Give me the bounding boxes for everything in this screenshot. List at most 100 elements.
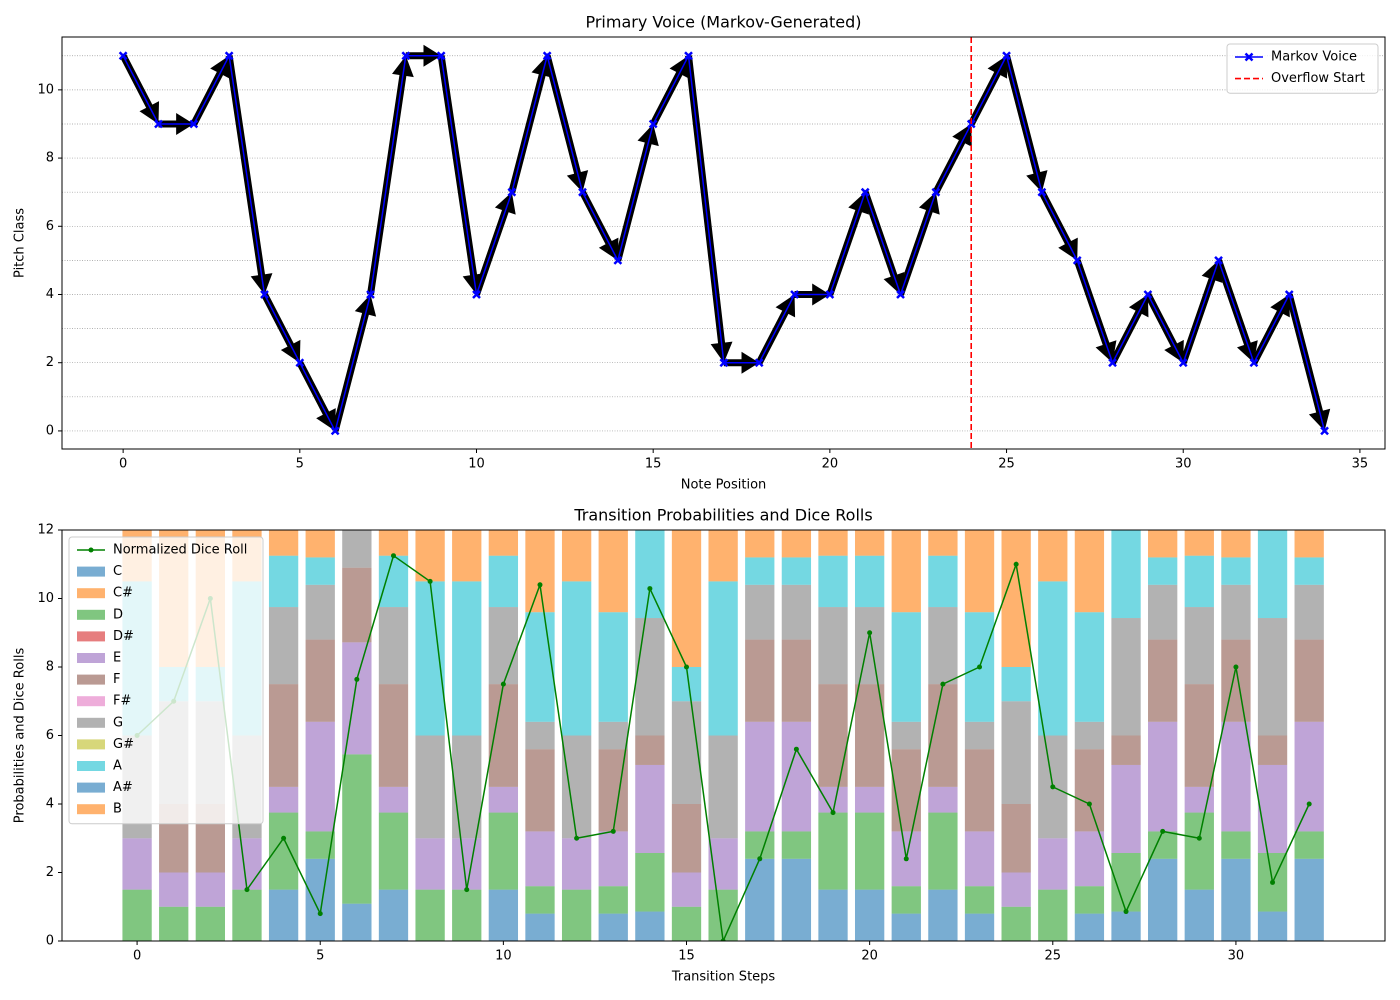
- bar-segment: [671, 701, 702, 804]
- bar-segment: [854, 786, 885, 813]
- bar-segment: [781, 557, 812, 585]
- bar-segment: [305, 584, 335, 640]
- bar-segment: [818, 889, 848, 941]
- x-tick-label: 35: [1352, 457, 1369, 472]
- legend-box: [1226, 43, 1379, 94]
- point-marker: [260, 290, 269, 299]
- bar-segment: [488, 607, 519, 685]
- bar-segment: [122, 838, 152, 890]
- bar-segment: [598, 612, 628, 722]
- legend-label: C: [113, 564, 122, 579]
- legend-swatch: [77, 782, 105, 793]
- bar-segment: [159, 872, 189, 907]
- bar-segment: [488, 812, 519, 890]
- bar-segment: [488, 889, 519, 941]
- bar-segment: [1038, 889, 1068, 941]
- bar-segment: [525, 530, 555, 613]
- bar-segment: [1074, 721, 1105, 750]
- bar-segment: [1221, 639, 1251, 722]
- point-marker: [472, 290, 481, 299]
- bar-segment: [818, 530, 848, 556]
- bar-segment: [708, 530, 738, 582]
- bar-segment: [122, 889, 152, 941]
- bar-segment: [745, 721, 775, 832]
- dice-point: [427, 578, 433, 584]
- bar-segment: [1184, 889, 1214, 941]
- x-tick-label: 30: [1228, 949, 1245, 964]
- bar-segment: [1001, 530, 1031, 667]
- point-marker: [366, 290, 375, 299]
- legend-label: D#: [113, 629, 134, 644]
- x-tick-label: 20: [861, 949, 878, 964]
- bar-segment: [1148, 639, 1178, 722]
- bar-segment: [818, 786, 848, 813]
- bar-segment: [268, 786, 299, 813]
- bar-segment: [1001, 872, 1031, 907]
- bar-segment: [1111, 735, 1141, 765]
- dice-point: [537, 582, 543, 588]
- bar-segment: [159, 906, 189, 941]
- bar-segment: [268, 889, 299, 941]
- chart-title: Primary Voice (Markov-Generated): [585, 13, 861, 32]
- point-marker: [1249, 358, 1259, 368]
- point-marker: [401, 51, 411, 61]
- bar-segment: [1001, 906, 1031, 941]
- bar-segment: [1074, 749, 1105, 832]
- legend-swatch: [77, 739, 105, 750]
- bar-segment: [1074, 831, 1105, 887]
- bar-segment: [1294, 721, 1324, 832]
- y-tick-label: 6: [46, 728, 54, 743]
- dice-point: [793, 746, 799, 752]
- point-marker: [719, 358, 729, 368]
- bar-segment: [1074, 612, 1105, 722]
- bar-segment: [1294, 584, 1324, 640]
- bar-segment: [1221, 584, 1251, 640]
- legend-label: A: [113, 759, 122, 774]
- bar-segment: [342, 642, 372, 755]
- bar-segment: [1257, 530, 1288, 619]
- y-tick-label: 8: [46, 151, 54, 166]
- bar-segment: [781, 831, 812, 859]
- bar-segment: [671, 804, 702, 873]
- point-marker: [931, 187, 941, 197]
- data-line: [136, 554, 1310, 941]
- bar-segment: [635, 852, 665, 912]
- point-marker: [154, 119, 163, 129]
- bar-segment: [928, 607, 958, 685]
- point-marker: [189, 119, 199, 129]
- transition-arrow: [685, 55, 733, 363]
- dice-point: [867, 630, 873, 636]
- y-axis-label: Probabilities and Dice Rolls: [13, 648, 28, 824]
- bar-segment: [745, 639, 775, 722]
- bar-segment: [671, 667, 702, 702]
- legend-swatch: [77, 653, 105, 663]
- bar-segment: [745, 557, 775, 585]
- transition-arrow: [614, 123, 659, 262]
- x-tick-label: 15: [678, 949, 695, 964]
- bar-segment: [854, 530, 885, 556]
- legend-label: A#: [113, 780, 133, 795]
- bar-segment: [1294, 557, 1324, 585]
- bar-segment: [598, 530, 628, 613]
- point-marker: [684, 51, 693, 61]
- bar-segment: [1038, 530, 1068, 582]
- bar-segment: [1074, 886, 1105, 914]
- bar-segment: [305, 557, 335, 585]
- bar-segment: [818, 555, 848, 608]
- bar-segment: [598, 831, 628, 887]
- bar-segment: [891, 612, 921, 722]
- legend-label: B: [113, 802, 122, 817]
- bar-segment: [1111, 618, 1141, 736]
- bar-segment: [964, 886, 995, 914]
- transition-arrow: [367, 55, 414, 296]
- bar-segment: [854, 684, 885, 787]
- bar-segment: [1148, 858, 1178, 941]
- point-marker: [754, 358, 764, 368]
- bar-segment: [268, 684, 299, 787]
- x-axis-label: Transition Steps: [671, 970, 776, 985]
- bar-segment: [1294, 639, 1324, 722]
- bar-segment: [635, 764, 665, 853]
- dice-point: [500, 681, 506, 687]
- bar-segment: [415, 889, 445, 941]
- bar-segment: [1001, 804, 1031, 873]
